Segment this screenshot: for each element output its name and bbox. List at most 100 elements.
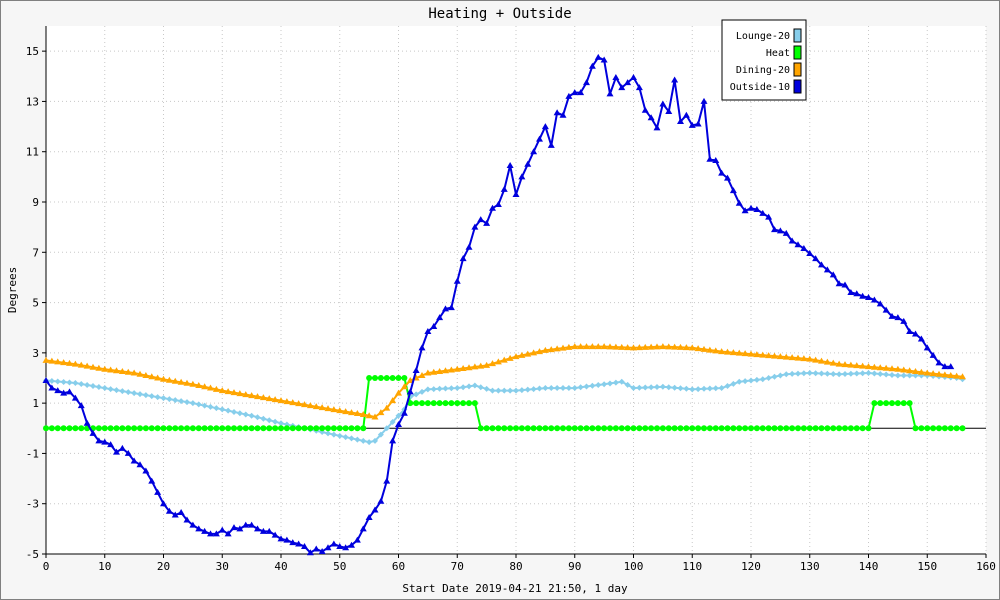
- data-point: [724, 174, 731, 181]
- data-point: [536, 425, 543, 432]
- data-point: [829, 359, 837, 366]
- data-point: [795, 370, 801, 377]
- data-point: [154, 425, 161, 432]
- data-point: [835, 360, 843, 367]
- data-point: [195, 401, 202, 408]
- y-tick-label: 3: [32, 347, 39, 360]
- data-point: [947, 425, 954, 432]
- data-point: [789, 370, 796, 377]
- data-point: [477, 362, 485, 369]
- data-point: [371, 413, 379, 420]
- data-point: [824, 425, 831, 432]
- data-point: [330, 425, 337, 432]
- data-point: [353, 536, 361, 543]
- data-point: [800, 245, 808, 252]
- data-point: [413, 400, 420, 407]
- data-point: [865, 369, 872, 376]
- data-point: [254, 393, 261, 400]
- data-point: [671, 76, 679, 83]
- x-tick-labels: 0 10 20 30 40 50 60 70 80 90 100 110 120 130 140 150 160: [43, 560, 996, 573]
- data-point: [365, 412, 373, 419]
- data-point: [871, 400, 878, 407]
- data-point: [125, 389, 132, 396]
- data-point: [559, 344, 567, 351]
- chart-title: Heating + Outside: [428, 6, 571, 22]
- data-point: [548, 385, 555, 392]
- data-point: [83, 362, 91, 369]
- data-point: [236, 410, 243, 417]
- data-point: [113, 387, 120, 394]
- data-point: [406, 388, 414, 395]
- data-point: [447, 366, 455, 373]
- data-point: [800, 425, 807, 432]
- data-point: [166, 425, 173, 432]
- data-point: [836, 371, 843, 378]
- data-point: [172, 425, 179, 432]
- data-point: [430, 322, 438, 329]
- data-point: [78, 425, 85, 432]
- data-point: [788, 237, 796, 244]
- data-point: [454, 400, 461, 407]
- data-point: [395, 375, 402, 381]
- data-point: [248, 412, 255, 419]
- data-point: [589, 425, 596, 432]
- data-point: [536, 385, 543, 392]
- data-point: [695, 425, 702, 432]
- data-point: [741, 350, 749, 357]
- data-point: [606, 343, 614, 350]
- data-point: [118, 367, 126, 374]
- data-point: [377, 409, 385, 416]
- data-point: [424, 327, 432, 334]
- data-point: [641, 343, 649, 350]
- data-point: [612, 343, 620, 350]
- data-point: [471, 363, 479, 370]
- data-point: [277, 535, 285, 542]
- data-point: [260, 425, 267, 432]
- data-point: [265, 527, 273, 534]
- data-point: [518, 351, 526, 358]
- data-point: [272, 418, 279, 425]
- data-point: [342, 425, 349, 432]
- data-point: [66, 359, 73, 366]
- data-point: [295, 425, 302, 432]
- data-point: [747, 350, 755, 357]
- data-point: [201, 383, 209, 390]
- data-point: [324, 405, 332, 412]
- data-point: [941, 425, 948, 432]
- data-point: [689, 386, 696, 393]
- data-point: [224, 388, 232, 395]
- data-point: [448, 385, 455, 392]
- data-point: [242, 411, 249, 418]
- data-point: [71, 360, 79, 367]
- data-point: [325, 430, 331, 437]
- data-point: [407, 400, 414, 407]
- data-point: [477, 384, 484, 391]
- data-point: [571, 425, 578, 432]
- data-point: [513, 425, 519, 432]
- x-tick-label: 50: [333, 560, 346, 573]
- data-point: [101, 425, 108, 432]
- data-point: [594, 343, 602, 350]
- data-point: [524, 350, 532, 357]
- data-point: [477, 216, 485, 223]
- data-point: [248, 392, 256, 399]
- data-point: [547, 141, 555, 148]
- data-point: [606, 90, 614, 97]
- data-point: [336, 407, 344, 414]
- data-point: [612, 74, 620, 81]
- data-point: [130, 369, 138, 376]
- y-tick-label: 13: [26, 95, 39, 108]
- x-tick-label: 90: [568, 560, 581, 573]
- data-point: [242, 521, 250, 528]
- data-point: [424, 369, 432, 376]
- data-point: [730, 380, 737, 387]
- data-point: [923, 369, 931, 376]
- data-point: [635, 344, 643, 351]
- data-point: [565, 92, 573, 99]
- data-point: [553, 345, 561, 352]
- data-point: [119, 388, 126, 395]
- x-tick-label: 40: [274, 560, 287, 573]
- data-point: [248, 521, 256, 528]
- data-point: [277, 397, 285, 404]
- data-point: [377, 375, 384, 381]
